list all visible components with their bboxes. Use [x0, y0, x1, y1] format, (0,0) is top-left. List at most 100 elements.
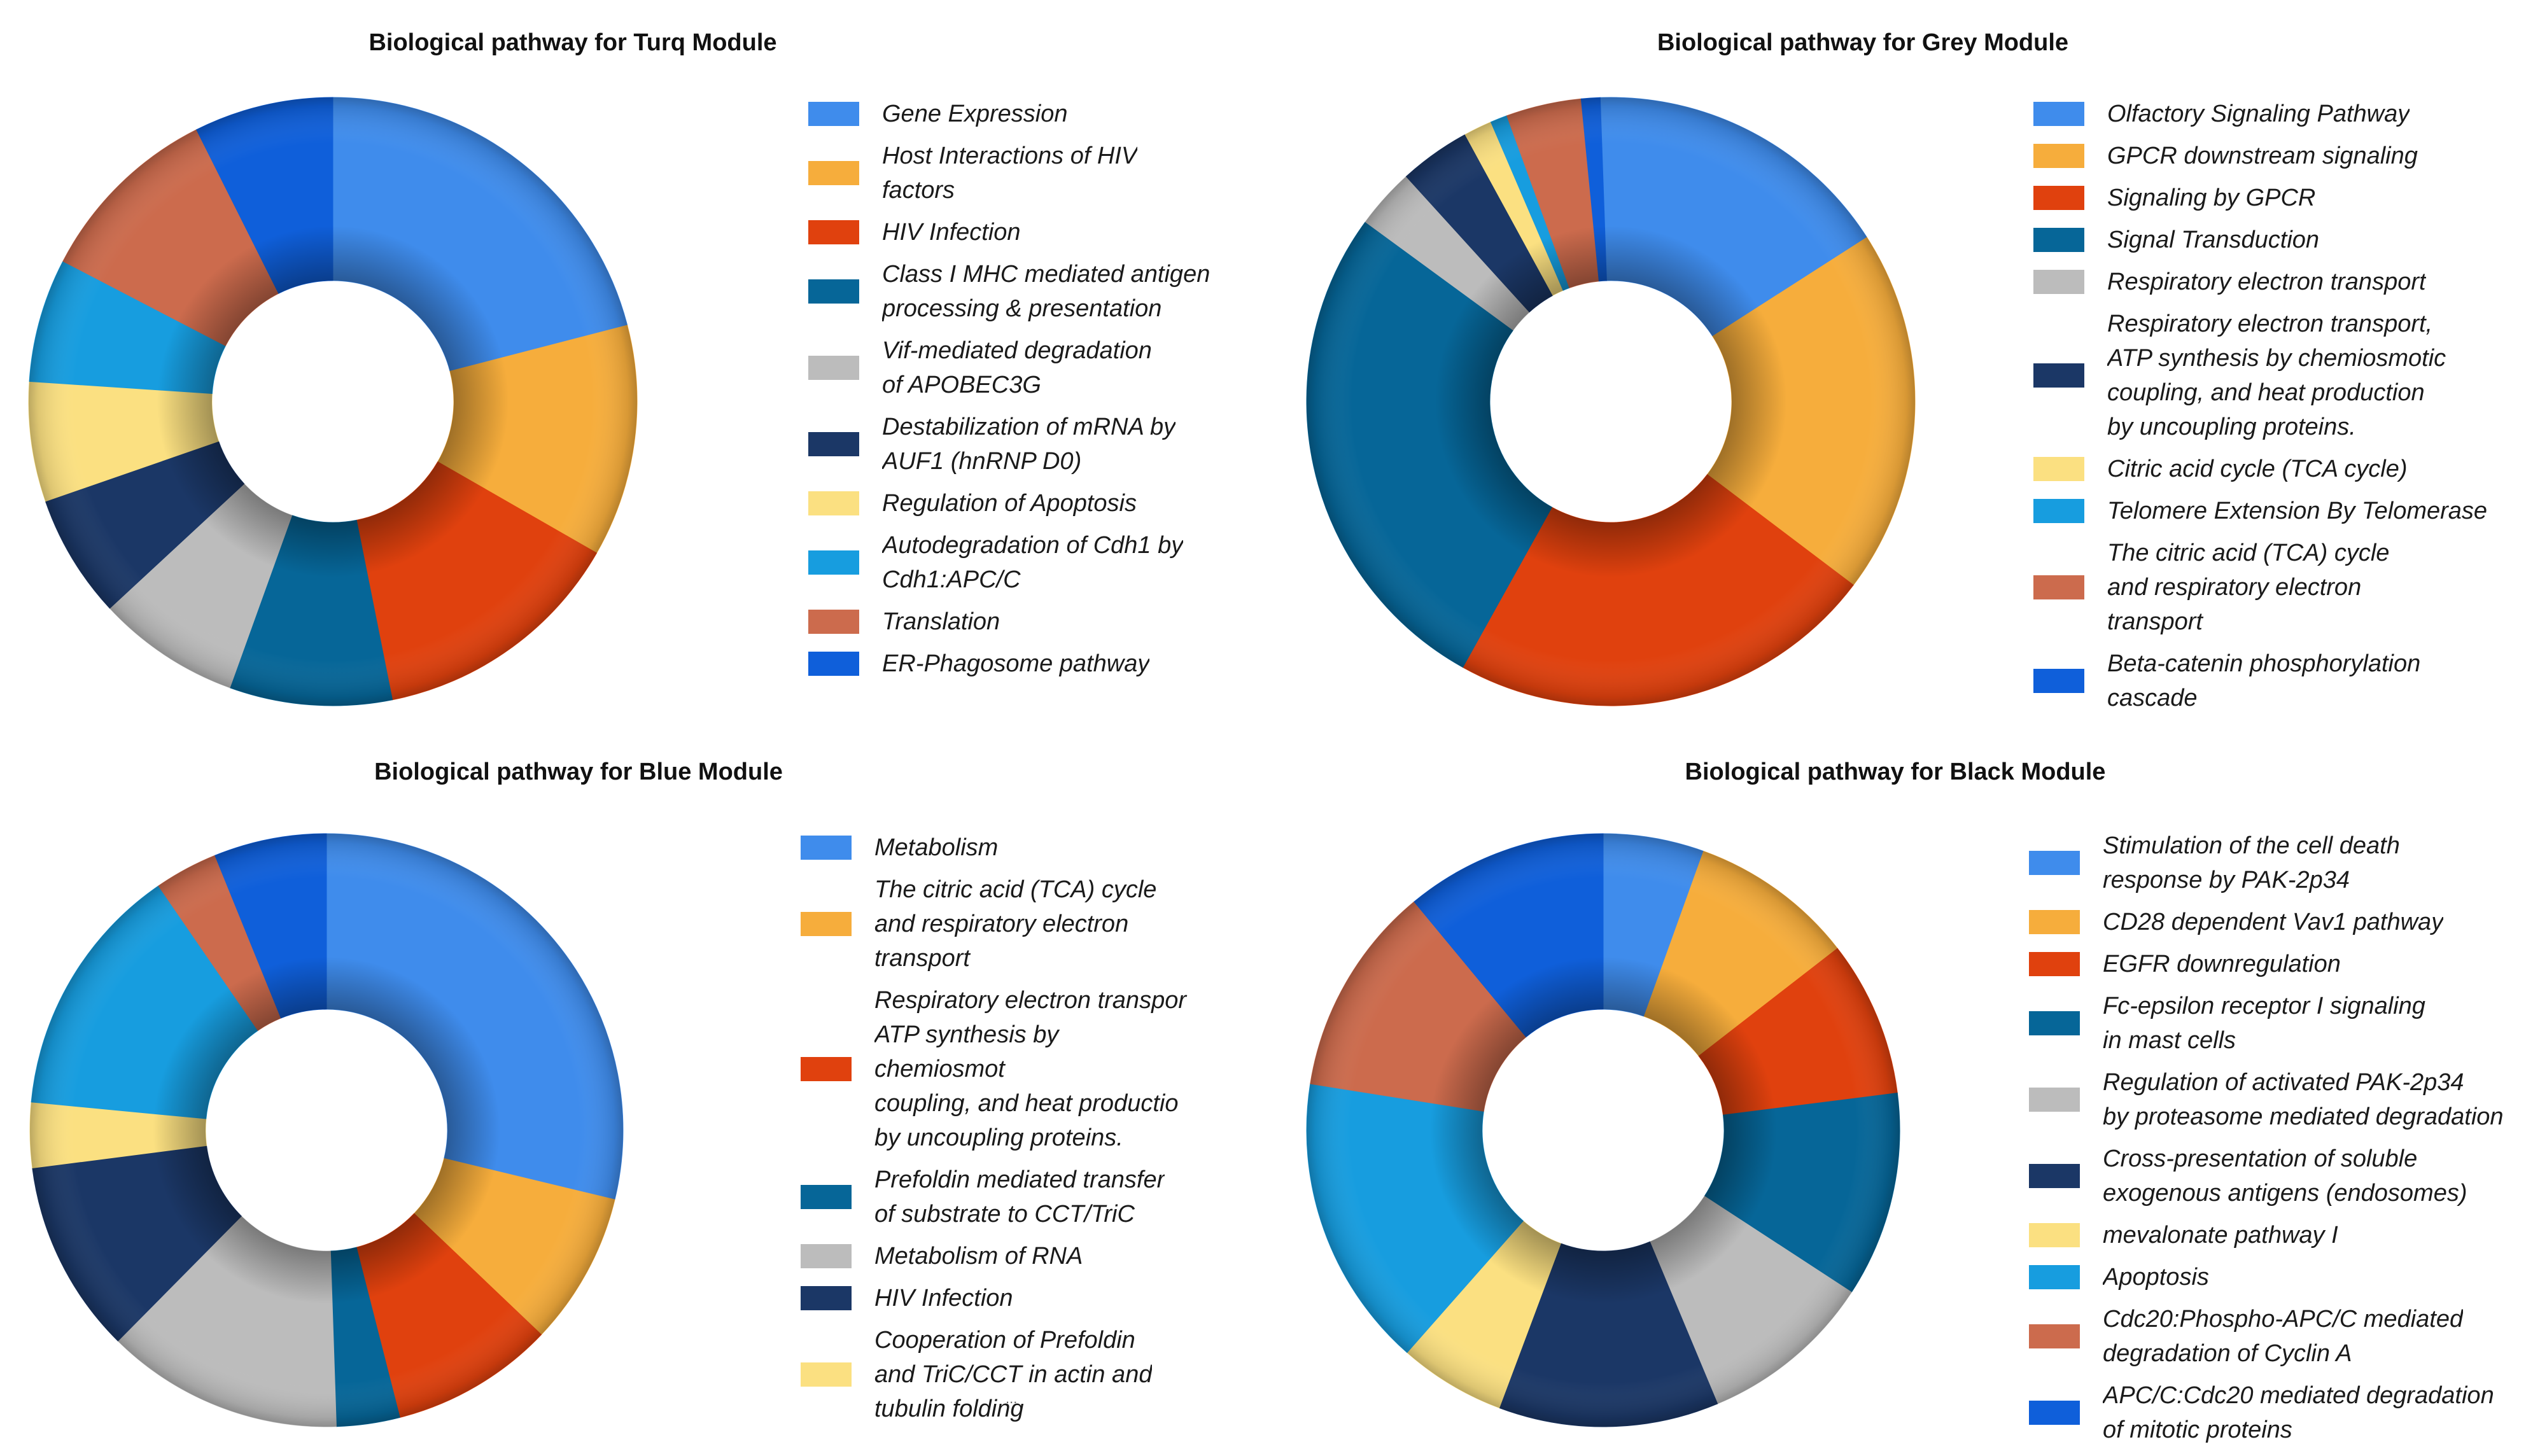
legend-swatch [2033, 575, 2084, 599]
chart-title-turq: Biological pathway for Turq Module [368, 29, 777, 56]
legend-label: Cross-presentation of soluble exogenous … [2103, 1145, 2467, 1207]
legend-label: Cdc20:Phospho-APC/C mediated degradation… [2103, 1306, 2464, 1367]
legend-label: Translation [882, 608, 1000, 635]
legend-item: Gene Expression [808, 97, 1216, 131]
legend-swatch [808, 610, 859, 634]
legend-item: Olfactory Signaling Pathway [2033, 97, 2523, 131]
legend-label: Respiratory electron transport, ATP synt… [2107, 311, 2446, 440]
legend-label: Metabolism [874, 834, 999, 861]
donut-chart-turq [28, 97, 638, 706]
legend-swatch [808, 356, 859, 380]
legend-item: The citric acid (TCA) cycle and respirat… [2033, 536, 2523, 639]
legend-label: HIV Infection [874, 1285, 1013, 1312]
donut-chart-blue [29, 833, 624, 1427]
legend-label: Beta-catenin phosphorylation cascade [2107, 650, 2421, 711]
legend-label: The citric acid (TCA) cycle and respirat… [874, 876, 1157, 972]
legend-swatch [801, 1185, 852, 1209]
legend-item: Metabolism [801, 830, 1192, 865]
legend-label: Cooperation of Prefoldin and TriC/CCT in… [874, 1327, 1153, 1422]
chart-title-blue: Biological pathway for Blue Module [374, 759, 783, 785]
legend-swatch [801, 1057, 852, 1081]
legend-swatch [801, 1244, 852, 1268]
legend-item: EGFR downregulation [2029, 947, 2529, 981]
legend-label: Respiratory electron transpor ATP synthe… [874, 987, 1186, 1151]
legend-swatch [2029, 1223, 2080, 1247]
legend-item: Fc-epsilon receptor I signaling in mast … [2029, 989, 2529, 1058]
legend-label: mevalonate pathway I [2103, 1222, 2338, 1249]
legend-item: HIV Infection [808, 215, 1216, 249]
legend-label: Stimulation of the cell death response b… [2103, 832, 2400, 893]
legend-swatch [2033, 270, 2084, 294]
legend-swatch [808, 550, 859, 575]
legend-item: Signal Transduction [2033, 223, 2523, 257]
legend-label: GPCR downstream signaling [2107, 143, 2418, 169]
legend-swatch [2033, 144, 2084, 168]
legend-swatch [808, 491, 859, 515]
legend-label: CD28 dependent Vav1 pathway [2103, 909, 2444, 935]
legend-swatch [2029, 952, 2080, 976]
legend-label: The citric acid (TCA) cycle and respirat… [2107, 540, 2390, 635]
legend-swatch [808, 161, 859, 185]
legend-label: Apoptosis [2103, 1264, 2209, 1291]
legend-item: Telomere Extension By Telomerase [2033, 494, 2523, 528]
legend-label: Signaling by GPCR [2107, 185, 2316, 211]
legend-label: Destabilization of mRNA by AUF1 (hnRNP D… [882, 414, 1176, 475]
legend-label: EGFR downregulation [2103, 951, 2341, 977]
legend-swatch [2029, 1265, 2080, 1289]
legend-item: Cross-presentation of soluble exogenous … [2029, 1142, 2529, 1210]
chart-title-black: Biological pathway for Black Module [1685, 759, 2106, 785]
footnote: ... [1006, 1390, 1018, 1406]
legend-black: Stimulation of the cell death response b… [2029, 829, 2529, 1455]
legend-item: Prefoldin mediated transfer of substrate… [801, 1163, 1192, 1231]
legend-swatch [2033, 228, 2084, 252]
legend-turq: Gene Expression Host Interactions of HIV … [808, 97, 1216, 689]
legend-grey: Olfactory Signaling Pathway GPCR downstre… [2033, 97, 2523, 723]
legend-item: Citric acid cycle (TCA cycle) [2033, 452, 2523, 486]
legend-label: Olfactory Signaling Pathway [2107, 101, 2410, 127]
legend-swatch [808, 279, 859, 304]
legend-swatch [2029, 1401, 2080, 1425]
donut-slice-gene-expression [332, 97, 628, 372]
legend-item: Class I MHC mediated antigen processing … [808, 257, 1216, 326]
legend-swatch [801, 912, 852, 936]
legend-item: The citric acid (TCA) cycle and respirat… [801, 872, 1192, 976]
legend-item: Beta-catenin phosphorylation cascade [2033, 647, 2523, 715]
legend-label: ER-Phagosome pathway [882, 650, 1150, 677]
legend-label: Signal Transduction [2107, 227, 2320, 253]
legend-item: Metabolism of RNA [801, 1239, 1192, 1273]
legend-label: Citric acid cycle (TCA cycle) [2107, 456, 2408, 482]
donut-chart-grey [1306, 97, 1916, 706]
legend-label: HIV Infection [882, 219, 1021, 246]
legend-item: Respiratory electron transpor ATP synthe… [801, 983, 1192, 1155]
legend-label: Gene Expression [882, 101, 1068, 127]
legend-item: Apoptosis [2029, 1260, 2529, 1294]
legend-swatch [2033, 499, 2084, 523]
legend-item: Stimulation of the cell death response b… [2029, 829, 2529, 897]
legend-label: Metabolism of RNA [874, 1243, 1083, 1270]
donut-chart-black [1306, 833, 1900, 1427]
legend-swatch [2029, 1324, 2080, 1348]
legend-item: Regulation of Apoptosis [808, 486, 1216, 521]
legend-item: APC/C:Cdc20 mediated degradation of mito… [2029, 1378, 2529, 1447]
legend-item: Autodegradation of Cdh1 by Cdh1:APC/C [808, 528, 1216, 597]
legend-label: APC/C:Cdc20 mediated degradation of mito… [2103, 1382, 2494, 1443]
legend-swatch [808, 652, 859, 676]
legend-swatch [808, 432, 859, 456]
legend-swatch [2033, 669, 2084, 693]
legend-label: Respiratory electron transport [2107, 269, 2426, 295]
legend-swatch [2033, 457, 2084, 481]
legend-swatch [801, 1362, 852, 1387]
legend-label: Telomere Extension By Telomerase [2107, 498, 2488, 524]
legend-swatch [2029, 1164, 2080, 1188]
legend-item: Respiratory electron transport [2033, 265, 2523, 299]
legend-swatch [801, 836, 852, 860]
legend-swatch [2029, 851, 2080, 875]
legend-swatch [2033, 102, 2084, 126]
legend-item: Signaling by GPCR [2033, 181, 2523, 215]
legend-item: Destabilization of mRNA by AUF1 (hnRNP D… [808, 410, 1216, 479]
legend-label: Vif-mediated degradation of APOBEC3G [882, 337, 1152, 398]
legend-item: Host Interactions of HIV factors [808, 139, 1216, 207]
legend-label: Host Interactions of HIV factors [882, 143, 1138, 204]
donut-slice-metabolism [326, 833, 624, 1200]
